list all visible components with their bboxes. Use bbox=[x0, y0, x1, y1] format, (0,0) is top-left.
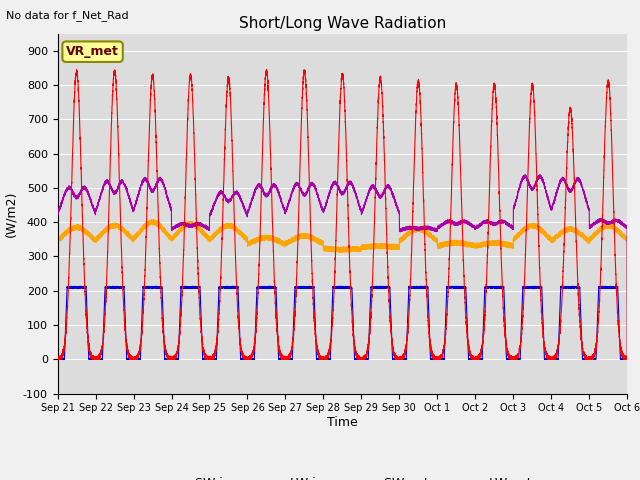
Y-axis label: (W/m2): (W/m2) bbox=[4, 191, 17, 237]
Title: Short/Long Wave Radiation: Short/Long Wave Radiation bbox=[239, 16, 446, 31]
Text: VR_met: VR_met bbox=[66, 45, 119, 58]
Legend: SW in, LW in, SW out, LW out: SW in, LW in, SW out, LW out bbox=[148, 472, 536, 480]
Text: No data for f_Net_Rad: No data for f_Net_Rad bbox=[6, 10, 129, 21]
X-axis label: Time: Time bbox=[327, 416, 358, 429]
